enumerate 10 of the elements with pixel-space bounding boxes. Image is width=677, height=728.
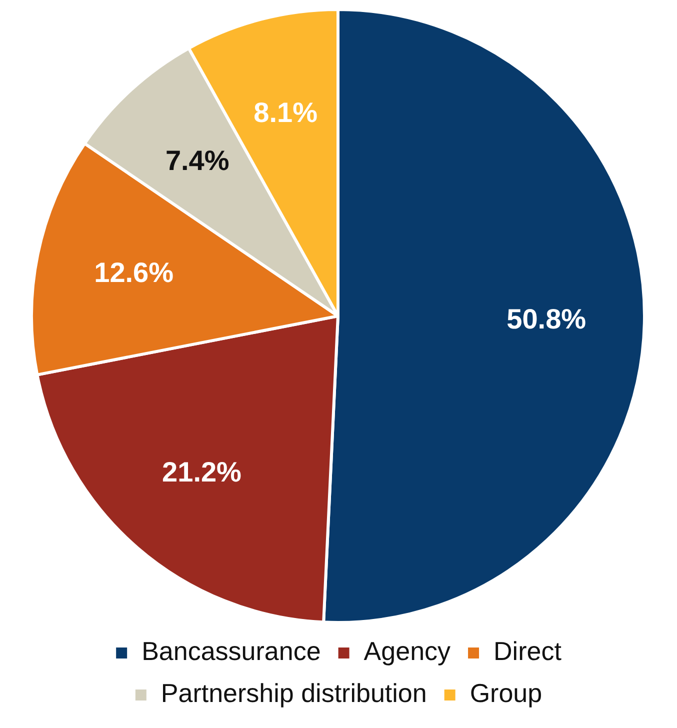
legend-label: Bancassurance: [142, 636, 321, 666]
legend-label: Direct: [494, 636, 562, 666]
legend-label: Partnership distribution: [160, 678, 427, 708]
data-label: 21.2%: [162, 456, 242, 488]
legend-label: Group: [470, 678, 542, 708]
data-label: 8.1%: [254, 96, 318, 128]
data-label: 7.4%: [165, 144, 230, 176]
data-label: 12.6%: [94, 256, 174, 288]
legend-label: Agency: [364, 636, 451, 666]
data-label: 50.8%: [506, 304, 586, 335]
